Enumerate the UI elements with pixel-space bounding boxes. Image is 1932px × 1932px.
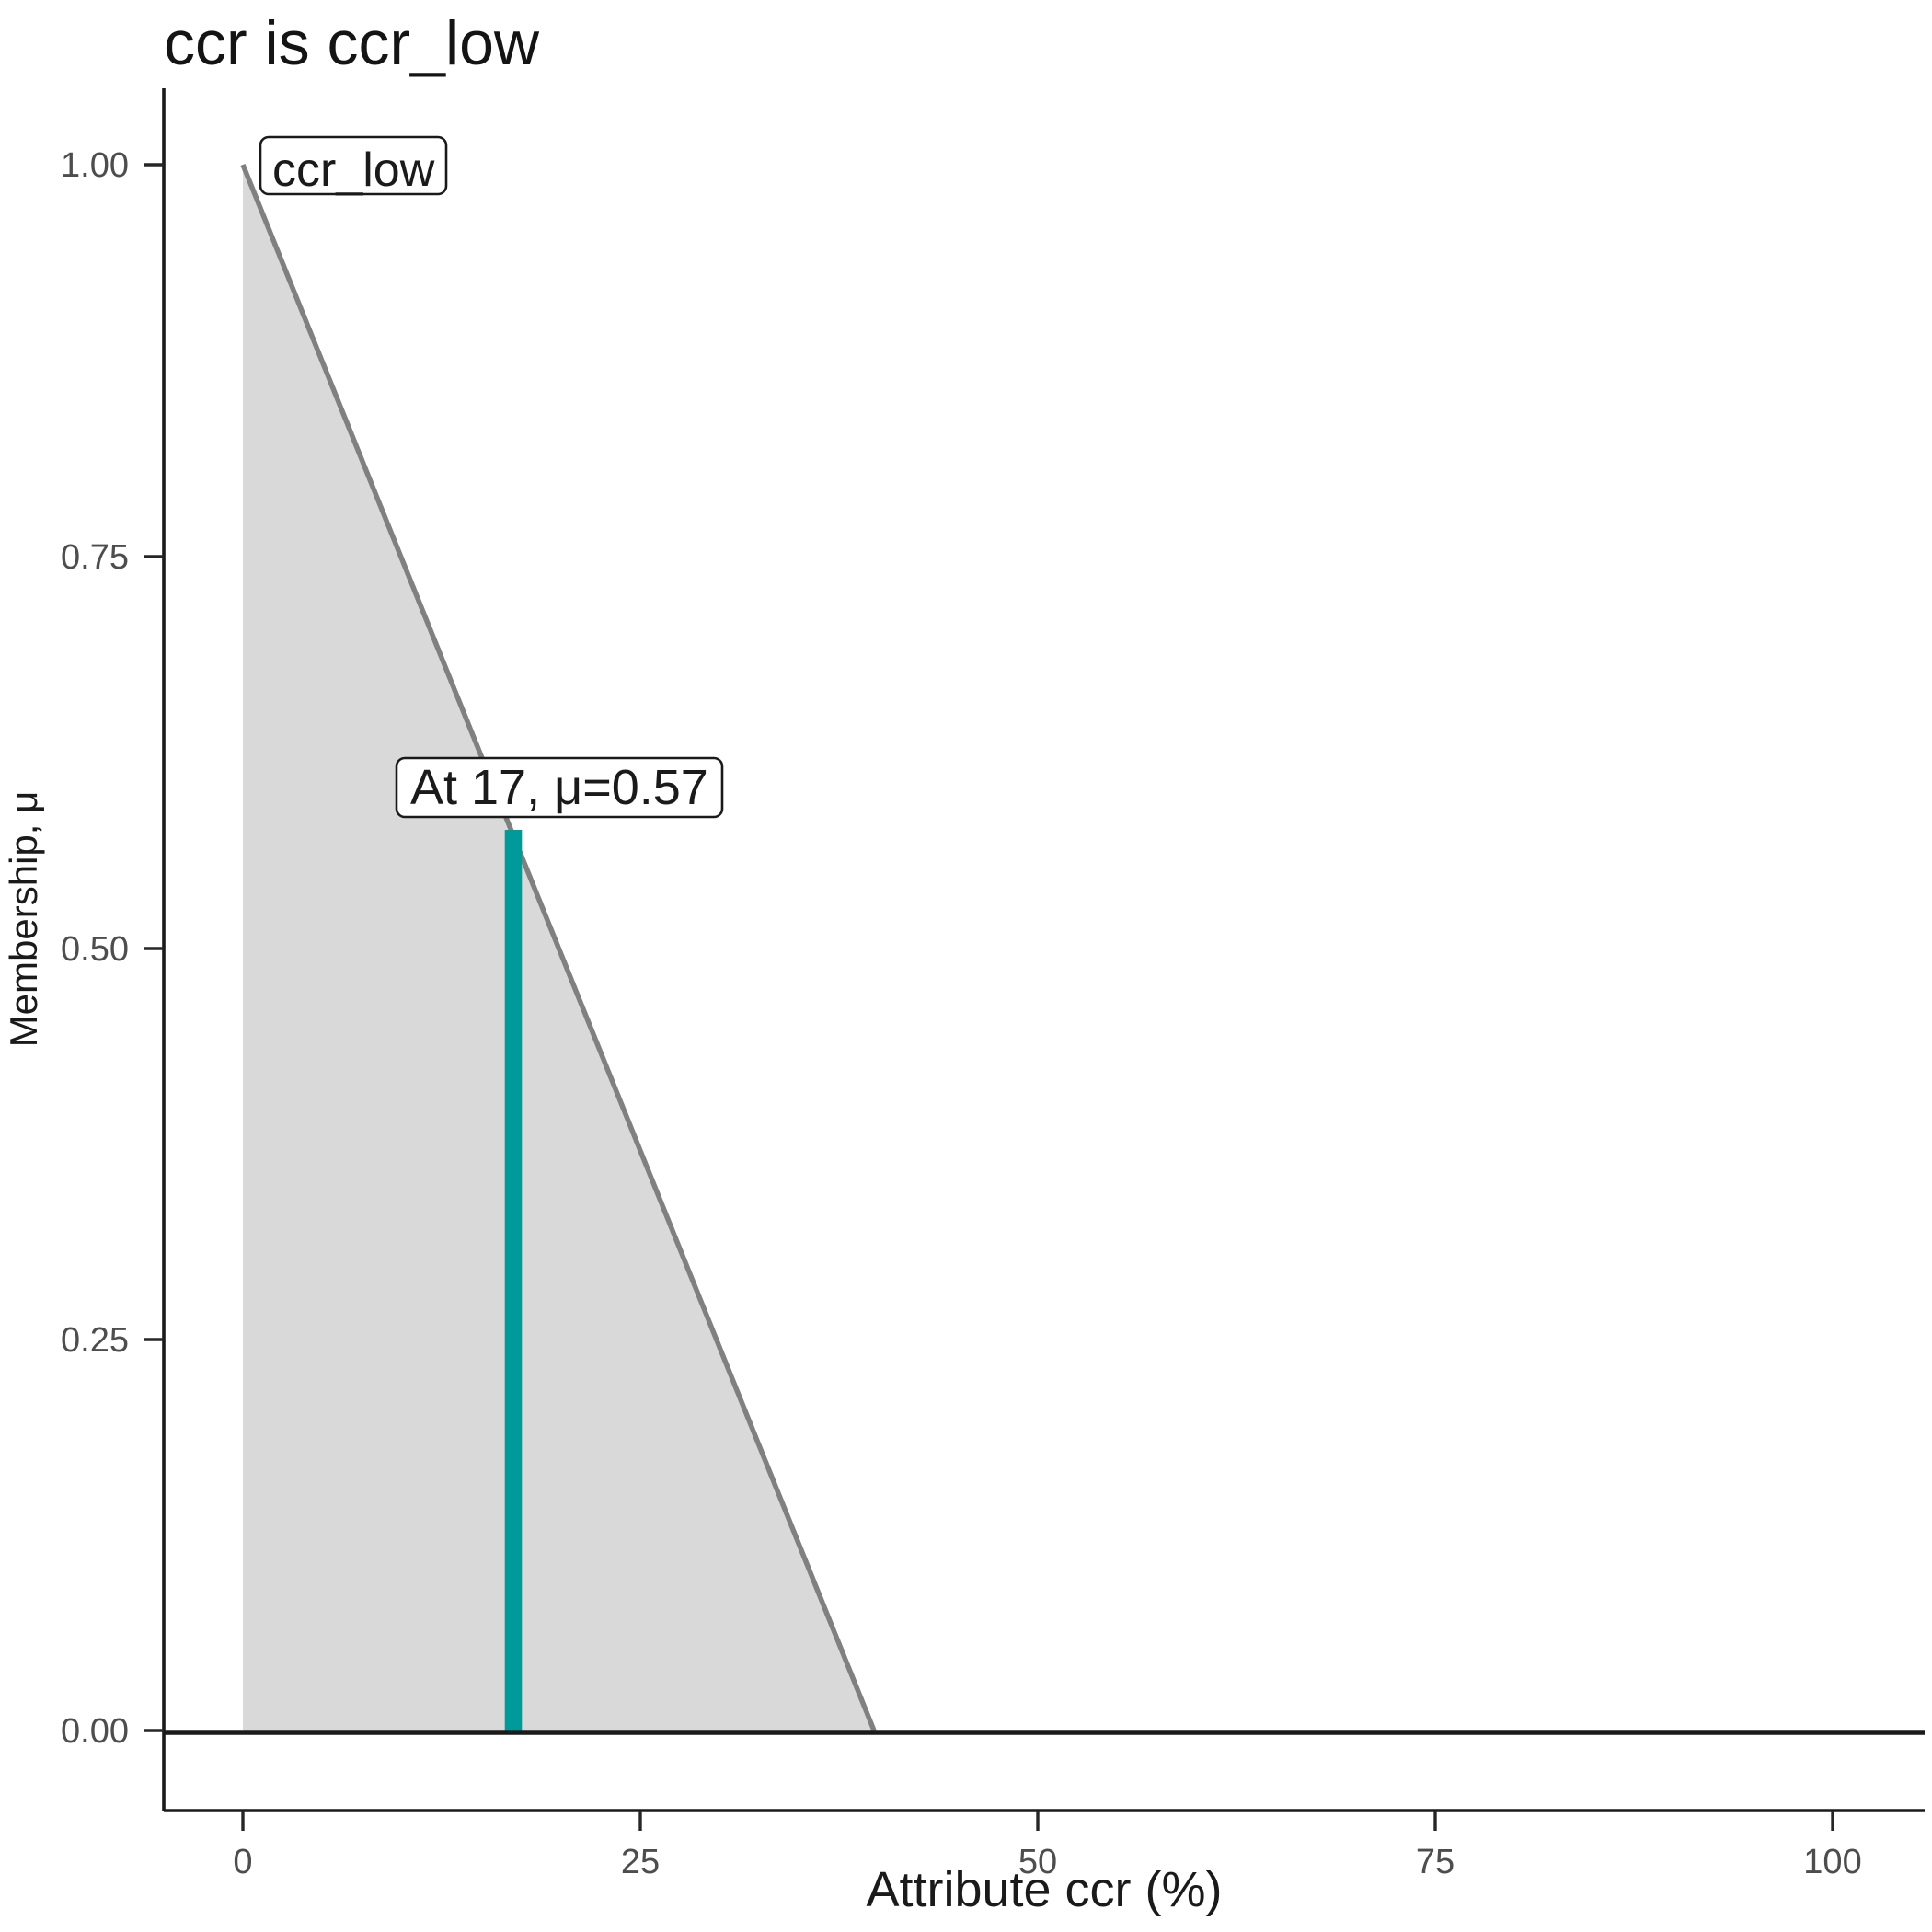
svg-text:0.25: 0.25 [61,1321,129,1360]
svg-text:0: 0 [233,1843,252,1881]
svg-text:Membership, μ: Membership, μ [2,791,45,1048]
svg-text:75: 75 [1416,1843,1455,1881]
svg-text:At 17, μ=0.57: At 17, μ=0.57 [410,760,708,815]
svg-text:Attribute ccr (%): Attribute ccr (%) [866,1862,1222,1917]
svg-text:0.50: 0.50 [61,930,129,969]
svg-text:100: 100 [1803,1843,1861,1881]
svg-text:25: 25 [621,1843,660,1881]
svg-text:0.75: 0.75 [61,538,129,577]
svg-text:ccr is ccr_low: ccr is ccr_low [164,8,540,78]
svg-text:0.00: 0.00 [61,1712,129,1751]
svg-text:1.00: 1.00 [61,146,129,185]
svg-text:ccr_low: ccr_low [272,144,435,197]
